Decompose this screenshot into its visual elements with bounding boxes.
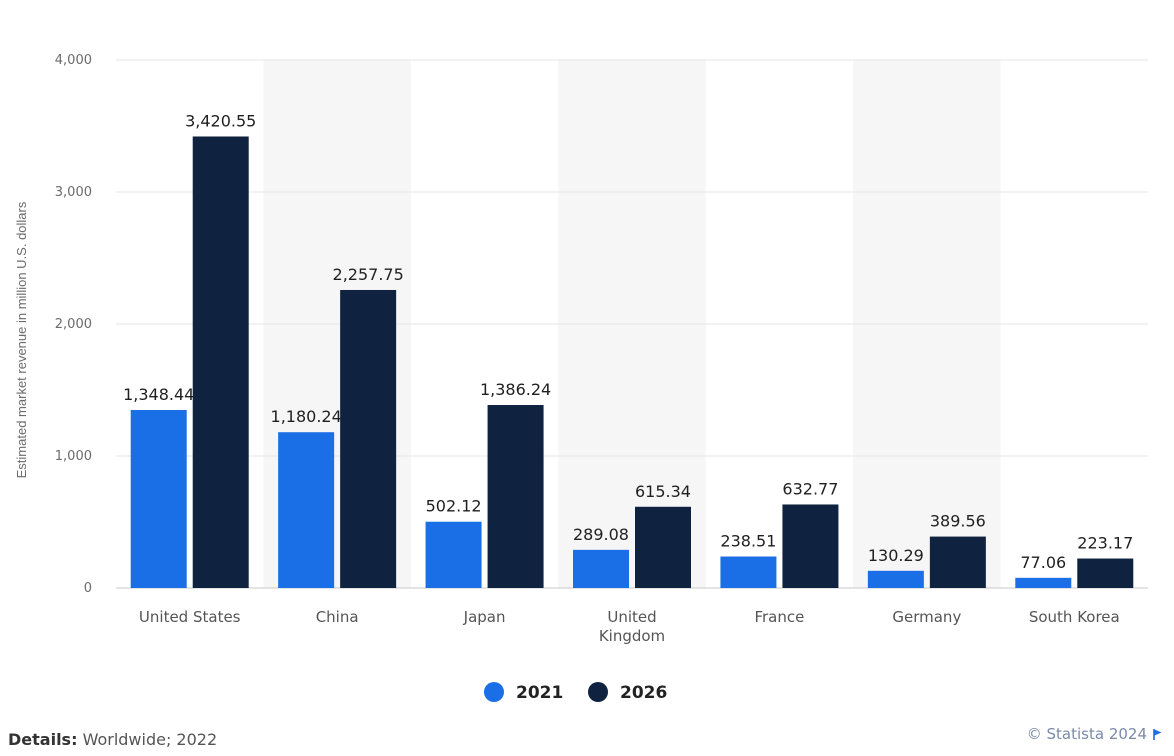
flag-icon[interactable]: [1153, 729, 1162, 740]
data-label-2026: 615.34: [635, 482, 691, 501]
credit-text[interactable]: © Statista 2024: [1027, 725, 1147, 743]
x-tick-label: United: [607, 608, 656, 626]
bar-2026: [340, 290, 396, 588]
x-tick-label: France: [754, 608, 804, 626]
x-tick-label: Japan: [463, 608, 506, 626]
y-axis-title: Estimated market revenue in million U.S.…: [14, 201, 29, 478]
bar-2021: [278, 432, 334, 588]
legend-label-2021: 2021: [516, 683, 563, 703]
details-note: Details: Worldwide; 2022: [8, 730, 217, 749]
y-tick-label: 0: [84, 581, 92, 596]
data-label-2021: 238.51: [720, 532, 776, 551]
bar-2021: [1015, 578, 1071, 588]
x-tick-label: United States: [139, 608, 241, 626]
bar-2021: [573, 550, 629, 588]
bar-2026: [635, 507, 691, 588]
data-label-2026: 632.77: [782, 479, 838, 498]
details-value: Worldwide; 2022: [83, 730, 218, 749]
data-label-2026: 3,420.55: [185, 111, 256, 130]
bar-2021: [131, 410, 187, 588]
bar-2021: [720, 557, 776, 588]
y-tick-label: 2,000: [55, 317, 92, 332]
data-label-2021: 289.08: [573, 525, 629, 544]
y-tick-label: 4,000: [55, 53, 92, 68]
legend-marker-2021: [484, 682, 504, 702]
data-label-2026: 389.56: [930, 512, 986, 531]
legend-marker-2026: [588, 682, 608, 702]
bar-2026: [930, 537, 986, 588]
bar-2026: [488, 405, 544, 588]
legend-label-2026: 2026: [620, 683, 667, 703]
data-label-2021: 1,180.24: [271, 407, 342, 426]
bar-chart: 0 1,000 2,000 3,000 4,000 Estimated market re…: [0, 0, 1174, 720]
bar-2026: [782, 504, 838, 588]
data-label-2021: 77.06: [1020, 553, 1066, 572]
bar-2026: [193, 136, 249, 588]
data-label-2021: 1,348.44: [123, 385, 194, 404]
statista-credit[interactable]: © Statista 2024: [1027, 725, 1162, 743]
data-label-2026: 2,257.75: [333, 265, 404, 284]
data-label-2021: 502.12: [426, 497, 482, 516]
y-tick-label: 3,000: [55, 185, 92, 200]
y-tick-label: 1,000: [55, 449, 92, 464]
data-label-2021: 130.29: [868, 546, 924, 565]
data-label-2026: 1,386.24: [480, 380, 551, 399]
bar-2021: [426, 522, 482, 588]
x-tick-label: Germany: [892, 608, 961, 626]
x-tick-label: South Korea: [1029, 608, 1120, 626]
x-tick-label: China: [316, 608, 359, 626]
bar-2021: [868, 571, 924, 588]
data-label-2026: 223.17: [1077, 534, 1133, 553]
bar-2026: [1077, 559, 1133, 588]
details-label: Details:: [8, 730, 77, 749]
x-tick-label: Kingdom: [599, 627, 665, 645]
